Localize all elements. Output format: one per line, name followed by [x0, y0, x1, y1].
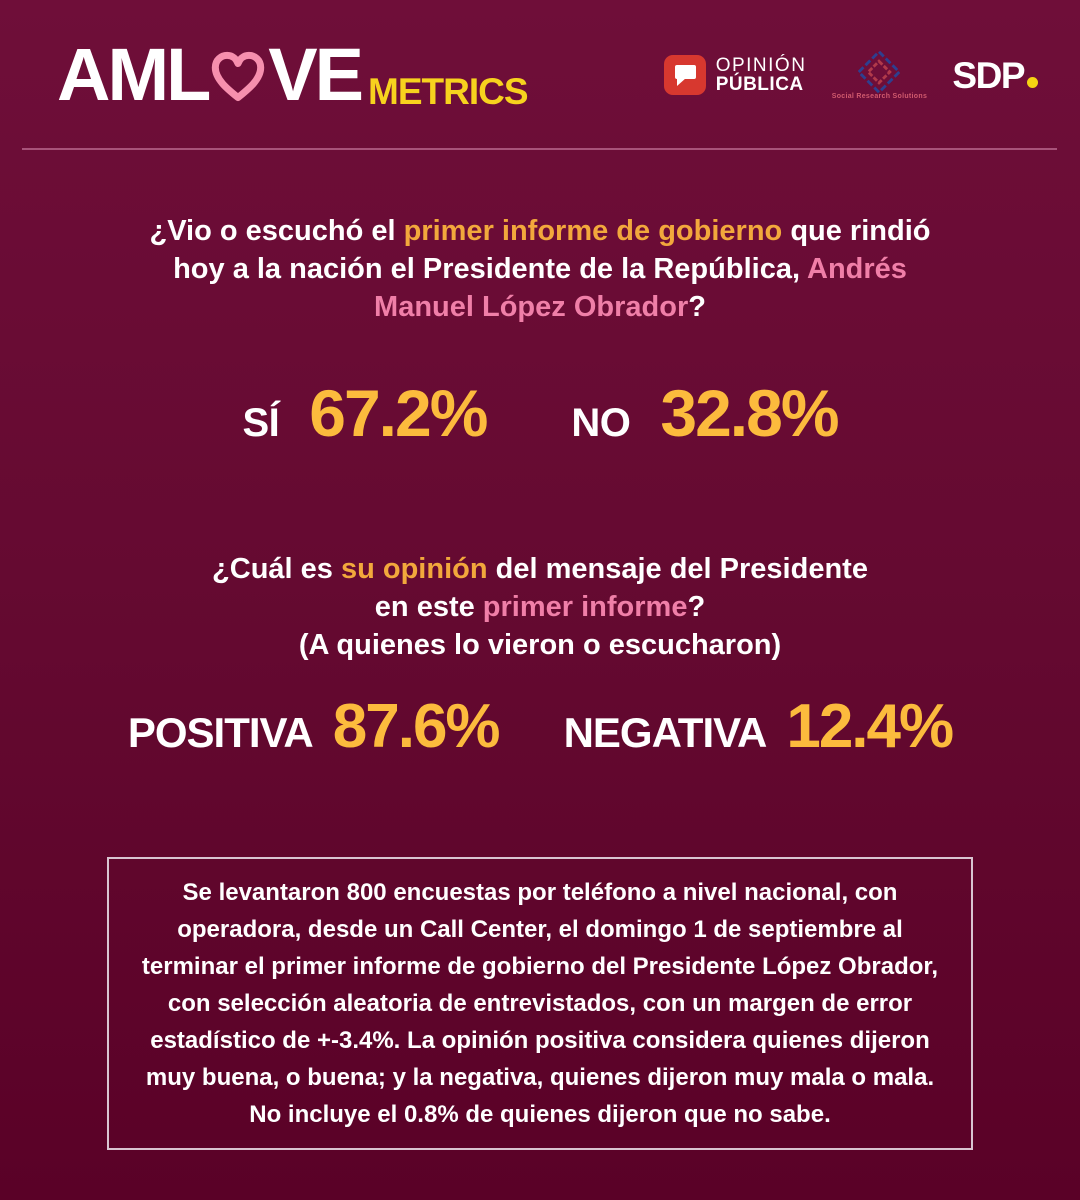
q2-subnote: (A quienes lo vieron o escucharon): [298, 629, 782, 661]
sdp-dot-icon: [1027, 76, 1038, 88]
opinion-publica-line2: PÚBLICA: [715, 74, 804, 95]
q2-highlight-opinion: su opinión: [340, 553, 488, 585]
answer-label-no: NO: [571, 401, 631, 445]
question-2: ¿Cuál es su opinión del mensaje del Pres…: [40, 550, 1040, 664]
amlove-text-ve: VE: [268, 33, 364, 116]
methodology-box: Se levantaron 800 encuestas por teléfono…: [107, 857, 973, 1150]
answer-label-positiva: POSITIVA: [127, 709, 314, 756]
amlove-text-aml: AML: [57, 33, 211, 116]
q1-highlight-informe: primer informe de gobierno: [403, 215, 783, 247]
q1-highlight-amlo: Manuel López Obrador: [374, 291, 689, 323]
answers-row-1: SÍ 67.2% NO 32.8%: [0, 380, 1080, 446]
opinion-publica-line1: OPINIÓN: [715, 55, 807, 76]
header-divider: [22, 148, 1057, 150]
answer-si: SÍ 67.2%: [242, 376, 488, 450]
answer-label-si: SÍ: [242, 401, 280, 445]
q2-highlight-informe: primer informe: [482, 591, 688, 623]
q2-text: ¿Cuál es: [212, 553, 341, 585]
answer-positiva: POSITIVA 87.6%: [127, 692, 501, 761]
srs-name: Social Research Solutions: [831, 92, 928, 100]
answer-no: NO 32.8%: [571, 376, 839, 450]
sdp-text: SDP: [952, 54, 1025, 96]
q1-text: ?: [688, 291, 706, 323]
q1-text: ¿Vio o escuchó el: [149, 215, 404, 247]
sdp-logo: SDP: [952, 57, 1038, 94]
methodology-text: Se levantaron 800 encuestas por teléfono…: [141, 879, 939, 1128]
answer-value-si: 67.2%: [309, 376, 488, 450]
q2-text: del mensaje del Presidente: [487, 553, 868, 585]
q2-text: en este: [374, 591, 483, 623]
answers-row-2: POSITIVA 87.6% NEGATIVA 12.4%: [0, 696, 1080, 758]
answer-value-positiva: 87.6%: [332, 692, 501, 761]
question-1: ¿Vio o escuchó el primer informe de gobi…: [40, 212, 1040, 326]
amlove-logo: AML VE METRICS: [57, 33, 529, 116]
srs-diamond-icon: [858, 50, 901, 93]
partner-logos: OPINIÓN PÚBLICA Social Research Solution…: [663, 50, 1038, 100]
answer-value-negativa: 12.4%: [786, 692, 954, 761]
header: AML VE METRICS OPINIÓN PÚBLICA: [57, 38, 1038, 112]
metrics-label: METRICS: [368, 71, 528, 112]
speech-bubble-icon: [663, 55, 706, 95]
social-research-solutions-logo: Social Research Solutions: [832, 50, 927, 100]
answer-label-negativa: NEGATIVA: [563, 709, 768, 756]
q1-text: hoy a la nación el Presidente de la Repú…: [173, 253, 807, 285]
heart-icon: [212, 51, 265, 102]
answer-negativa: NEGATIVA 12.4%: [563, 692, 955, 761]
opinion-publica-wordmark: OPINIÓN PÚBLICA: [716, 56, 807, 94]
opinion-publica-logo: OPINIÓN PÚBLICA: [663, 55, 807, 95]
q1-highlight-andres: Andrés: [807, 253, 907, 285]
answer-value-no: 32.8%: [660, 376, 839, 450]
q2-text: ?: [687, 591, 706, 623]
q1-text: que rindió: [782, 215, 931, 247]
